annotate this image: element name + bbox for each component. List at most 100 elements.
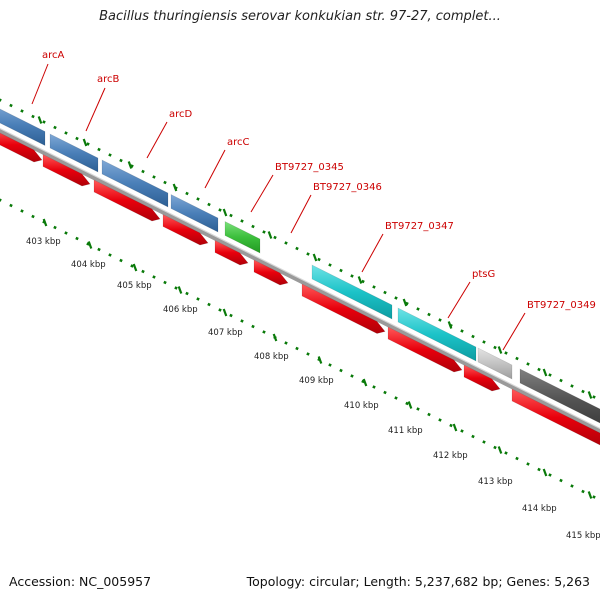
- inner-ruler-minor-tick: [31, 214, 35, 219]
- outer-ruler-minor-tick: [284, 241, 288, 245]
- outer-ruler-major-tick: [447, 321, 453, 329]
- inner-ruler-minor-tick: [559, 478, 563, 483]
- outer-ruler-minor-tick: [108, 153, 112, 157]
- kbp-label: 408 kbp: [254, 352, 289, 362]
- outer-ruler-minor-tick: [537, 367, 541, 372]
- red-feature-arrow: [0, 132, 43, 163]
- outer-ruler-minor-tick: [262, 230, 266, 234]
- backbone-track: [0, 127, 600, 434]
- inner-ruler-minor-tick: [185, 291, 189, 296]
- outer-ruler-minor-tick: [75, 136, 79, 141]
- outer-ruler-major-tick: [497, 346, 503, 354]
- gene-label-leader: [85, 87, 106, 132]
- gene-label-leader: [447, 281, 471, 319]
- inner-ruler-minor-tick: [75, 236, 79, 241]
- kbp-label: 414 kbp: [522, 504, 557, 514]
- outer-ruler-minor-tick: [328, 263, 332, 267]
- map-title: Bacillus thuringiensis serovar konkukian…: [99, 9, 501, 24]
- outer-ruler-minor-tick: [207, 202, 211, 207]
- outer-ruler-minor-tick: [339, 268, 343, 273]
- outer-ruler-minor-tick: [86, 142, 90, 146]
- inner-ruler-minor-tick: [416, 407, 420, 411]
- outer-ruler-minor-tick: [185, 191, 189, 196]
- inner-ruler-minor-tick: [207, 302, 211, 307]
- outer-ruler-minor-tick: [515, 356, 519, 361]
- kbp-label: 409 kbp: [299, 376, 334, 386]
- tick-tracks: [0, 98, 596, 499]
- kbp-label: 411 kbp: [388, 426, 423, 436]
- gene-label-leader: [250, 174, 274, 213]
- gene-label-leader: [290, 194, 312, 234]
- backbone-line: [0, 128, 600, 434]
- inner-ruler-minor-tick: [592, 495, 596, 499]
- gene-label: arcB: [97, 74, 120, 85]
- inner-ruler-minor-tick: [108, 253, 112, 257]
- accession-text: Accession: NC_005957: [9, 574, 152, 589]
- inner-ruler-minor-tick: [581, 489, 585, 494]
- genome-summary-text: Topology: circular; Length: 5,237,682 bp…: [246, 574, 590, 589]
- outer-ruler-minor-tick: [350, 274, 354, 278]
- inner-ruler-minor-tick: [9, 203, 13, 208]
- inner-ruler-major-tick: [222, 308, 228, 317]
- outer-ruler-minor-tick: [240, 219, 244, 223]
- outer-ruler-minor-tick: [141, 169, 145, 174]
- red-feature-arrow: [162, 214, 209, 246]
- kbp-label: 407 kbp: [208, 328, 243, 338]
- inner-ruler-minor-tick: [372, 385, 376, 389]
- gene-label: BT9727_0345: [275, 162, 344, 173]
- kbp-label: 415 kbp: [566, 531, 600, 541]
- gene-label: arcA: [42, 50, 65, 61]
- inner-ruler-minor-tick: [383, 390, 387, 395]
- outer-ruler-minor-tick: [163, 180, 167, 185]
- inner-ruler-minor-tick: [229, 313, 233, 318]
- outer-ruler-minor-tick: [295, 246, 299, 251]
- inner-ruler-minor-tick: [163, 280, 167, 285]
- outer-ruler-major-tick: [357, 276, 363, 284]
- outer-ruler-minor-tick: [53, 125, 57, 130]
- kbp-label-layer: 403 kbp 404 kbp 405 kbp 406 kbp 407 kbp 408 k…: [26, 237, 600, 541]
- outer-ruler-minor-tick: [251, 224, 255, 229]
- outer-ruler-major-tick: [402, 298, 408, 307]
- outer-ruler-minor-tick: [559, 378, 563, 383]
- inner-ruler-minor-tick: [240, 319, 244, 323]
- inner-ruler-minor-tick: [570, 484, 574, 488]
- outer-ruler-minor-tick: [383, 290, 387, 295]
- inner-ruler-minor-tick: [460, 429, 464, 433]
- outer-ruler-minor-tick: [42, 120, 46, 124]
- inner-ruler-minor-tick: [284, 341, 288, 345]
- outer-ruler-minor-tick: [229, 213, 233, 218]
- inner-ruler-minor-tick: [196, 297, 200, 301]
- inner-ruler-major-tick: [497, 446, 503, 454]
- inner-ruler-minor-tick: [328, 363, 332, 367]
- inner-ruler-major-tick: [177, 286, 183, 294]
- outer-ruler-major-tick: [37, 116, 43, 124]
- outer-ruler-major-tick: [222, 208, 228, 217]
- gene-track: [0, 108, 600, 424]
- gene-dark-segment: [519, 368, 600, 424]
- gene-label-leader: [204, 149, 226, 189]
- outer-ruler-minor-tick: [570, 384, 574, 388]
- gene-ptsG: [397, 307, 477, 362]
- outer-ruler-minor-tick: [9, 103, 13, 108]
- inner-ruler-major-tick: [317, 356, 323, 364]
- outer-ruler-minor-tick: [152, 175, 156, 179]
- inner-ruler-minor-tick: [174, 286, 178, 290]
- gene-label-layer: arcA arcB arcD arcC BT9727_0345 BT9727_0346 BT…: [31, 50, 596, 351]
- outer-ruler-minor-tick: [416, 307, 420, 311]
- outer-ruler-minor-tick: [526, 362, 530, 366]
- outer-ruler-minor-tick: [581, 389, 585, 394]
- inner-ruler-minor-tick: [64, 231, 68, 235]
- backbone-highlight: [0, 127, 600, 430]
- outer-ruler-minor-tick: [317, 257, 321, 262]
- inner-ruler-major-tick: [132, 263, 138, 272]
- gene-arcD: [101, 159, 169, 208]
- inner-ruler-minor-tick: [394, 396, 398, 400]
- outer-ruler-minor-tick: [196, 197, 200, 201]
- gene-label-leader: [31, 63, 49, 105]
- outer-ruler-minor-tick: [592, 395, 596, 399]
- outer-ruler-minor-tick: [427, 312, 431, 317]
- outer-ruler-minor-tick: [504, 351, 508, 355]
- inner-ruler-major-tick: [407, 401, 413, 409]
- gene-label: arcC: [227, 137, 250, 148]
- outer-ruler-minor-tick: [273, 235, 277, 240]
